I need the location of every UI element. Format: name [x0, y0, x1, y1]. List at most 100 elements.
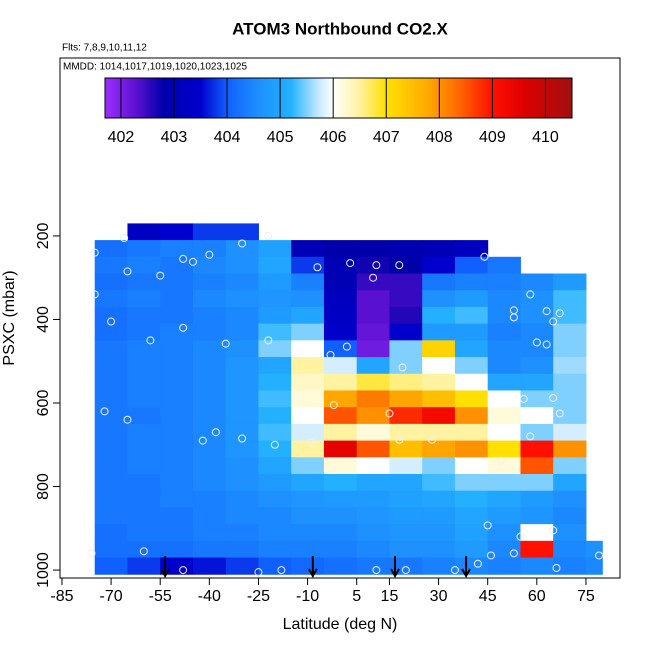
curtain-cell: [553, 457, 587, 475]
curtain-cell: [258, 423, 292, 442]
curtain-cell: [225, 357, 259, 375]
curtain-cell: [454, 340, 489, 358]
curtain-cell: [94, 457, 128, 475]
colorbar: [104, 77, 573, 119]
curtain-cell: [94, 373, 128, 391]
curtain-cell: [389, 256, 423, 275]
curtain-cell: [520, 474, 554, 492]
sample-point: [205, 250, 214, 259]
curtain-cell: [553, 340, 587, 358]
curtain-cell: [127, 440, 161, 458]
curtain-cell: [356, 540, 390, 559]
curtain-cell: [323, 323, 358, 341]
curtain-cell: [192, 407, 227, 425]
curtain-cell: [192, 474, 227, 492]
curtain-cell: [291, 507, 325, 525]
curtain-cell: [127, 490, 161, 508]
curtain-cell: [127, 240, 161, 258]
curtain-cell: [192, 373, 227, 391]
curtain-cell: [160, 524, 194, 542]
curtain-cell: [553, 440, 587, 458]
curtain-cell: [389, 390, 423, 408]
curtain-cell: [192, 490, 227, 508]
curtain-cell: [225, 524, 259, 542]
sample-point: [526, 432, 535, 441]
curtain-cell: [487, 423, 521, 442]
curtain-cell: [323, 407, 358, 425]
sample-point: [369, 273, 378, 282]
sample-point: [221, 339, 230, 348]
curtain-cell: [553, 474, 587, 492]
curtain-cell: [258, 273, 292, 291]
curtain-cell: [487, 390, 521, 408]
curtain-cell: [454, 474, 489, 492]
curtain-cell: [585, 557, 603, 575]
curtain-cell: [225, 306, 259, 325]
curtain-cell: [356, 474, 390, 492]
curtain-cell: [94, 490, 128, 508]
sample-point: [496, 456, 505, 465]
curtain-cell: [389, 323, 423, 341]
curtain-cell: [192, 507, 227, 525]
curtain-cell: [225, 240, 259, 258]
curtain-cell: [291, 557, 325, 575]
sample-point: [483, 521, 492, 530]
curtain-cell: [553, 407, 587, 425]
sample-point: [395, 435, 404, 444]
chart-title: ATOM3 Northbound CO2.X: [232, 19, 448, 38]
sample-point: [385, 409, 394, 418]
curtain-cell: [258, 340, 292, 358]
sample-point: [516, 532, 525, 541]
x-tick-label: -70: [100, 588, 123, 605]
curtain-cell: [454, 240, 489, 258]
curtain-cell: [389, 457, 423, 475]
curtain-cell: [160, 457, 194, 475]
curtain-cell: [389, 524, 423, 542]
curtain-cell: [225, 457, 259, 475]
curtain-cell: [258, 357, 292, 375]
flight-arrow: [307, 556, 318, 579]
curtain-cell: [454, 440, 489, 458]
curtain-cell: [520, 340, 554, 358]
curtain-cell: [389, 540, 423, 559]
curtain-cell: [291, 306, 325, 325]
curtain-cell: [127, 407, 161, 425]
curtain-cell: [94, 557, 128, 575]
curtain-cell: [422, 306, 456, 325]
colorbar-tick-label: 405: [267, 129, 294, 146]
sample-point: [473, 559, 482, 568]
curtain-cell: [487, 290, 521, 308]
curtain-cell: [389, 290, 423, 308]
curtain-cell: [323, 273, 358, 291]
flight-arrow: [461, 556, 471, 579]
curtain-cell: [127, 507, 161, 525]
curtain-cell: [356, 390, 390, 408]
sample-point: [346, 259, 355, 268]
curtain-cell: [127, 390, 161, 408]
curtain-cell: [422, 407, 456, 425]
flight-arrow: [160, 556, 170, 579]
curtain-cell: [356, 490, 390, 508]
curtain-cell: [520, 524, 554, 542]
curtain-cell: [160, 357, 194, 375]
curtain-cell: [422, 490, 456, 508]
curtain-cell: [323, 490, 358, 508]
curtain-cell: [487, 490, 521, 508]
sample-point: [542, 340, 551, 349]
curtain-cell: [454, 306, 489, 325]
curtain-cell: [160, 540, 194, 559]
curtain-cell: [192, 323, 227, 341]
curtain-cell: [291, 390, 325, 408]
curtain-cell: [323, 357, 358, 375]
curtain-cell: [389, 474, 423, 492]
curtain-cell: [422, 507, 456, 525]
curtain-cell: [553, 390, 587, 408]
curtain-cell: [356, 557, 390, 575]
curtain-cell: [520, 507, 554, 525]
curtain-cell: [291, 524, 325, 542]
curtain-cell: [553, 490, 587, 508]
curtain-cell: [323, 373, 358, 391]
x-tick-label: 15: [381, 588, 399, 605]
sample-point: [156, 271, 165, 280]
curtain-cell: [553, 357, 587, 375]
